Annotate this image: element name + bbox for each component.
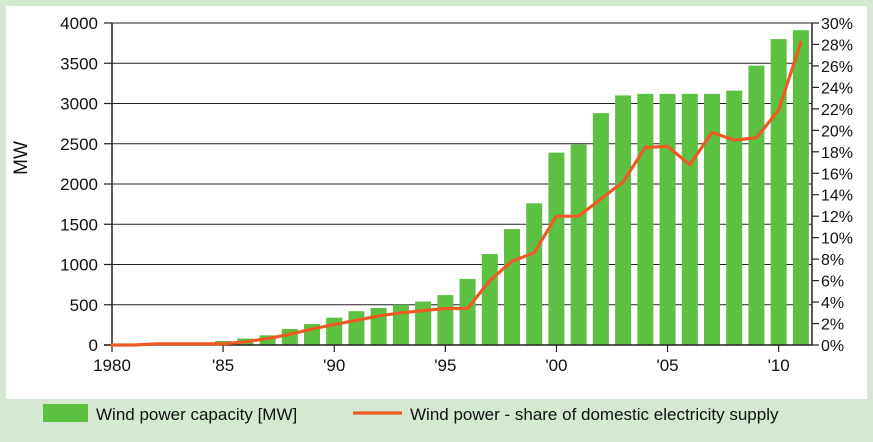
bar — [770, 39, 787, 345]
y2-tick-label: 20% — [821, 123, 853, 140]
bar — [681, 93, 698, 345]
y-tick-label: 500 — [70, 296, 98, 315]
y2-tick-label: 4% — [821, 295, 844, 312]
x-tick-label: '00 — [545, 356, 567, 375]
y2-tick-label: 26% — [821, 59, 853, 76]
line-series — [110, 40, 803, 347]
bar — [592, 113, 609, 345]
y-tick-label: 2000 — [60, 175, 98, 194]
y2-tick-label: 10% — [821, 231, 853, 248]
y-tick-label: 4000 — [60, 14, 98, 33]
y2-tick-label: 8% — [821, 252, 844, 269]
bar — [526, 203, 543, 345]
y2-tick-label: 6% — [821, 274, 844, 291]
legend-swatch-capacity — [43, 404, 88, 422]
y2-tick-label: 30% — [821, 16, 853, 33]
bar — [481, 254, 498, 345]
y-tick-label: 0 — [89, 336, 98, 355]
bar — [570, 144, 587, 345]
legend-label-capacity: Wind power capacity [MW] — [96, 405, 297, 424]
bar — [459, 278, 476, 345]
x-tick-label: '90 — [323, 356, 345, 375]
y2-tick-label: 14% — [821, 188, 853, 205]
y-tick-label: 1000 — [60, 256, 98, 275]
plot-panel — [6, 6, 867, 399]
bar — [548, 152, 565, 345]
legend-label-share: Wind power - share of domestic electrici… — [410, 405, 779, 424]
bar — [415, 301, 432, 345]
x-tick-label: 1980 — [93, 356, 131, 375]
bar — [326, 317, 343, 345]
bar-series — [104, 30, 809, 346]
y-axis-label: MW — [11, 141, 32, 175]
tick-labels: 0 500 1000 1500 2000 2500 3000 3500 4000 0% 2% 4% 6%… — [60, 14, 853, 375]
bar — [637, 93, 654, 345]
x-tick-label: '95 — [434, 356, 456, 375]
bar — [659, 93, 676, 345]
bar — [615, 95, 632, 345]
bar — [504, 229, 520, 345]
bar — [704, 93, 720, 345]
y2-tick-label: 12% — [821, 209, 853, 226]
y2-tick-label: 16% — [821, 166, 853, 183]
x-tick-label: '05 — [656, 356, 678, 375]
bar — [792, 30, 809, 346]
y-tick-label: 3000 — [60, 95, 98, 114]
bar — [748, 65, 765, 345]
bar — [348, 311, 365, 345]
bar — [437, 295, 454, 345]
y2-tick-label: 18% — [821, 145, 853, 162]
y2-tick-label: 22% — [821, 102, 853, 119]
y-tick-label: 3500 — [60, 54, 98, 73]
y-tick-label: 2500 — [60, 135, 98, 154]
y2-tick-label: 0% — [821, 338, 844, 355]
x-tick-label: '85 — [212, 356, 234, 375]
y2-tick-label: 24% — [821, 80, 853, 97]
x-tick-label: '10 — [768, 356, 790, 375]
y2-tick-label: 2% — [821, 317, 844, 334]
bar — [370, 307, 387, 345]
legend: Wind power capacity [MW] Wind power - sha… — [43, 404, 779, 424]
bar — [726, 90, 743, 346]
y2-tick-label: 28% — [821, 37, 853, 54]
share-line — [110, 40, 803, 347]
y-tick-label: 1500 — [60, 215, 98, 234]
